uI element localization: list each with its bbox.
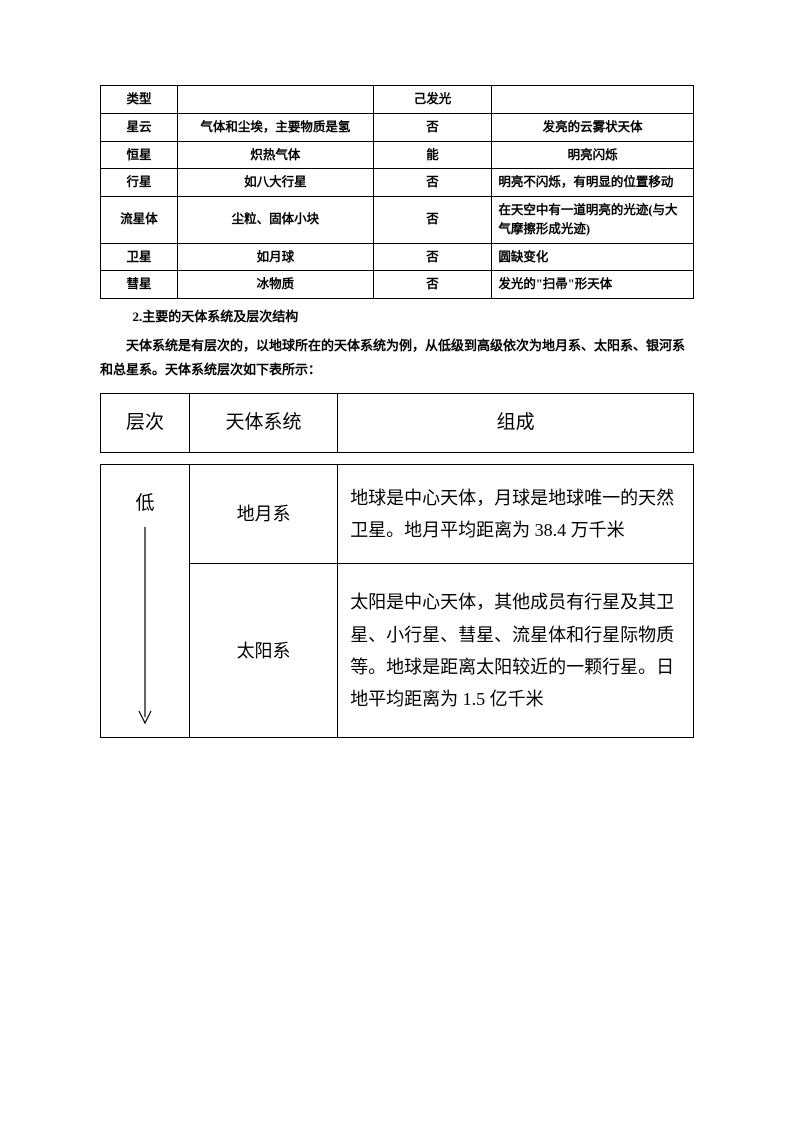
system-desc-cell: 太阳是中心天体，其他成员有行星及其卫星、小行星、彗星、流星体和行星际物质等。地球… [338,564,694,738]
type-cell: 星云 [101,113,178,141]
composition-cell: 炽热气体 [178,141,374,169]
down-arrow-icon [137,527,153,727]
table-row: 低 地月系 地球是中心天体，月球是地球唯一的天然卫星。地月平均距离为 38.4 … [101,465,694,564]
type-cell: 彗星 [101,271,178,299]
section-heading: 2.主要的天体系统及层次结构 [100,305,694,330]
luminous-cell: 否 [373,113,492,141]
header-cell: 层次 [101,394,190,453]
system-name-cell: 太阳系 [189,564,337,738]
feature-cell: 明亮闪烁 [492,141,694,169]
feature-cell: 圆缺变化 [492,243,694,271]
luminous-cell: 否 [373,169,492,197]
section-paragraph: 天体系统是有层次的，以地球所在的天体系统为例，从低级到高级依次为地月系、太阳系、… [100,334,694,383]
table-header-row: 类型 己发光 [101,86,694,114]
luminous-cell: 否 [373,271,492,299]
table-row: 太阳系 太阳是中心天体，其他成员有行星及其卫星、小行星、彗星、流星体和行星际物质… [101,564,694,738]
header-cell [178,86,374,114]
header-cell: 类型 [101,86,178,114]
luminous-cell: 否 [373,197,492,244]
table-row: 卫星如月球否圆缺变化 [101,243,694,271]
feature-cell: 发亮的云雾状天体 [492,113,694,141]
system-desc-cell: 地球是中心天体，月球是地球唯一的天然卫星。地月平均距离为 38.4 万千米 [338,465,694,564]
spacer-row [101,453,694,465]
composition-cell: 冰物质 [178,271,374,299]
composition-cell: 如月球 [178,243,374,271]
type-cell: 卫星 [101,243,178,271]
composition-cell: 尘粒、固体小块 [178,197,374,244]
type-cell: 行星 [101,169,178,197]
table-row: 行星如八大行星否明亮不闪烁，有明显的位置移动 [101,169,694,197]
hierarchy-arrow-cell: 低 [101,465,190,738]
table-row: 彗星冰物质否发光的"扫帚"形天体 [101,271,694,299]
feature-cell: 明亮不闪烁，有明显的位置移动 [492,169,694,197]
composition-cell: 气体和尘埃，主要物质是氢 [178,113,374,141]
type-cell: 流星体 [101,197,178,244]
table-header-row: 层次 天体系统 组成 [101,394,694,453]
type-cell: 恒星 [101,141,178,169]
header-cell: 天体系统 [189,394,337,453]
table-row: 恒星炽热气体能明亮闪烁 [101,141,694,169]
luminous-cell: 否 [373,243,492,271]
header-cell: 组成 [338,394,694,453]
table-row: 星云气体和尘埃，主要物质是氢否发亮的云雾状天体 [101,113,694,141]
feature-cell: 在天空中有一道明亮的光迹(与大气摩擦形成光迹) [492,197,694,244]
feature-cell: 发光的"扫帚"形天体 [492,271,694,299]
composition-cell: 如八大行星 [178,169,374,197]
luminous-cell: 能 [373,141,492,169]
arrow-start-label: 低 [113,487,177,521]
table-row: 流星体尘粒、固体小块否在天空中有一道明亮的光迹(与大气摩擦形成光迹) [101,197,694,244]
celestial-types-table: 类型 己发光 星云气体和尘埃，主要物质是氢否发亮的云雾状天体恒星炽热气体能明亮闪… [100,85,694,299]
system-name-cell: 地月系 [189,465,337,564]
hierarchy-table: 层次 天体系统 组成 低 地月系 地球是中心天体，月球是地球唯一的天然卫星。地月… [100,393,694,738]
header-cell [492,86,694,114]
header-cell: 己发光 [373,86,492,114]
